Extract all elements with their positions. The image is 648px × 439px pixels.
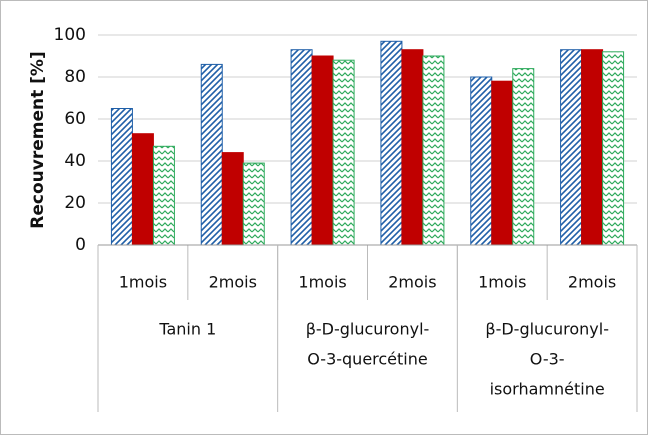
bar bbox=[110, 108, 133, 246]
x-tick-label: 2mois bbox=[388, 273, 436, 292]
x-tick-label: 1mois bbox=[119, 273, 167, 292]
y-tick-label: 100 bbox=[54, 25, 86, 45]
bar bbox=[512, 68, 535, 246]
bar bbox=[332, 59, 355, 246]
bar bbox=[581, 49, 604, 246]
y-tick-label: 60 bbox=[64, 109, 86, 129]
group-label: β-D-glucuronyl- bbox=[306, 320, 430, 339]
y-axis-label: Recouvrement [%] bbox=[28, 51, 48, 228]
y-tick-label: 40 bbox=[64, 151, 86, 171]
x-tick-label: 2mois bbox=[209, 273, 257, 292]
bar bbox=[401, 49, 424, 246]
x-tick-label: 2mois bbox=[568, 273, 616, 292]
x-tick-label: 1mois bbox=[478, 273, 526, 292]
bar bbox=[242, 162, 265, 246]
group-label: Tanin 1 bbox=[158, 320, 216, 339]
bar bbox=[560, 49, 583, 246]
group-label: O-3- bbox=[530, 350, 565, 369]
y-tick-label: 20 bbox=[64, 193, 86, 213]
bar bbox=[602, 51, 625, 246]
bar bbox=[380, 40, 403, 246]
bar bbox=[152, 145, 175, 246]
y-tick-label: 80 bbox=[64, 67, 86, 87]
bar bbox=[491, 80, 514, 246]
group-label: β-D-glucuronyl- bbox=[485, 320, 609, 339]
bar bbox=[200, 63, 223, 246]
y-tick-label: 0 bbox=[75, 235, 86, 255]
x-tick-label: 1mois bbox=[298, 273, 346, 292]
bar bbox=[470, 76, 493, 246]
bar bbox=[131, 133, 154, 246]
group-label: O-3-quercétine bbox=[307, 350, 427, 369]
bar bbox=[221, 152, 244, 246]
group-label: isorhamnétine bbox=[490, 380, 605, 399]
bar bbox=[422, 55, 445, 246]
bar bbox=[311, 55, 334, 246]
bar bbox=[290, 49, 313, 246]
